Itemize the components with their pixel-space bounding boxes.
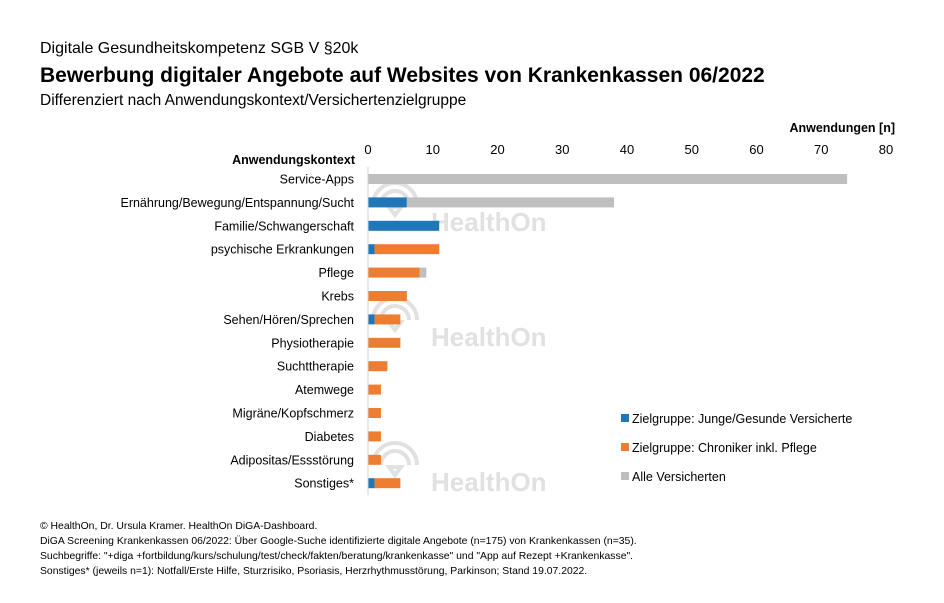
bar [374,478,401,489]
watermarks: HealthOn HealthOn HealthOn [371,181,547,497]
category-label: Diabetes [305,430,354,444]
watermark-text: HealthOn [431,467,547,497]
category-label: Sehen/Hören/Sprechen [223,313,354,327]
category-label: Ernährung/Bewegung/Entspannung/Sucht [120,196,354,210]
category-label: Atemwege [295,383,354,397]
y-axis-title: Anwendungskontext [232,153,356,167]
pin-icon [385,465,405,479]
bar [368,454,381,465]
bar [374,314,401,325]
category-label: Service-Apps [280,173,354,187]
x-tick-label: 70 [814,142,828,157]
x-tick-label: 0 [364,142,371,157]
legend-swatch [621,414,629,422]
bar [368,478,375,489]
chart-pretitle: Digitale Gesundheitskompetenz SGB V §20k [40,40,359,57]
category-label: Sonstiges* [294,477,354,491]
x-axis-title: Anwendungen [n] [789,121,895,135]
watermark-text: HealthOn [431,322,547,352]
signal-arc-icon [379,449,411,466]
category-label: Krebs [321,290,354,304]
x-tick-label: 20 [490,142,504,157]
x-tick-label: 60 [749,142,763,157]
legend-label: Zielgruppe: Chroniker inkl. Pflege [632,441,817,455]
legend-swatch [621,443,629,451]
footer-line: Sonstiges* (jeweils n=1): Notfall/Erste … [40,566,588,577]
category-label: Familie/Schwangerschaft [214,219,354,233]
footer-notes: © HealthOn, Dr. Ursula Kramer. HealthOn … [40,519,637,579]
legend: Zielgruppe: Junge/Gesunde Versicherte Zie… [621,412,852,484]
x-tick-label: 30 [555,142,569,157]
bar [368,291,407,301]
bar [374,244,440,255]
category-label: Physiotherapie [271,336,354,350]
category-label: Adipositas/Essstörung [230,453,354,467]
legend-swatch [621,472,629,480]
footer-line: DiGA Screening Krankenkassen 06/2022: Üb… [40,536,637,547]
bar [368,220,440,231]
bar [368,384,381,395]
category-label: Migräne/Kopfschmerz [232,407,354,421]
bar [368,337,401,348]
watermark-text: HealthOn [431,207,547,237]
y-axis: Anwendungskontext Service-Apps Ernährung/B… [120,153,369,496]
bar [368,197,407,208]
x-tick-label: 50 [685,142,699,157]
bar [368,267,420,278]
bar [368,174,848,184]
pin-icon [385,205,405,219]
bar [368,314,375,325]
x-tick-label: 10 [426,142,440,157]
x-axis: Anwendungen [n] 0 10 20 30 40 50 60 70 80 [364,121,895,157]
legend-label: Zielgruppe: Junge/Gesunde Versicherte [632,412,852,426]
x-tick-label: 80 [879,142,893,157]
watermark: HealthOn [371,441,547,497]
bar-group [368,174,848,489]
category-label: psychische Erkrankungen [211,243,354,257]
bar [406,197,615,208]
bar [368,244,375,255]
x-tick-label: 40 [620,142,634,157]
category-label: Suchttherapie [277,360,354,374]
chart-subtitle: Differenziert nach Anwendungskontext/Ver… [40,92,467,109]
category-label: Pflege [319,266,354,280]
bar [368,361,388,372]
bar [368,431,381,442]
bar-chart: HealthOn HealthOn HealthOn Anwendungen [n]… [120,121,895,497]
footer-line: © HealthOn, Dr. Ursula Kramer. HealthOn … [40,521,318,532]
bar [419,267,427,278]
chart-title: Bewerbung digitaler Angebote auf Website… [40,64,765,87]
legend-label: Alle Versicherten [632,470,726,484]
footer-line: Suchbegriffe: "+diga +fortbildung/kurs/s… [40,551,634,562]
bar [368,408,381,418]
